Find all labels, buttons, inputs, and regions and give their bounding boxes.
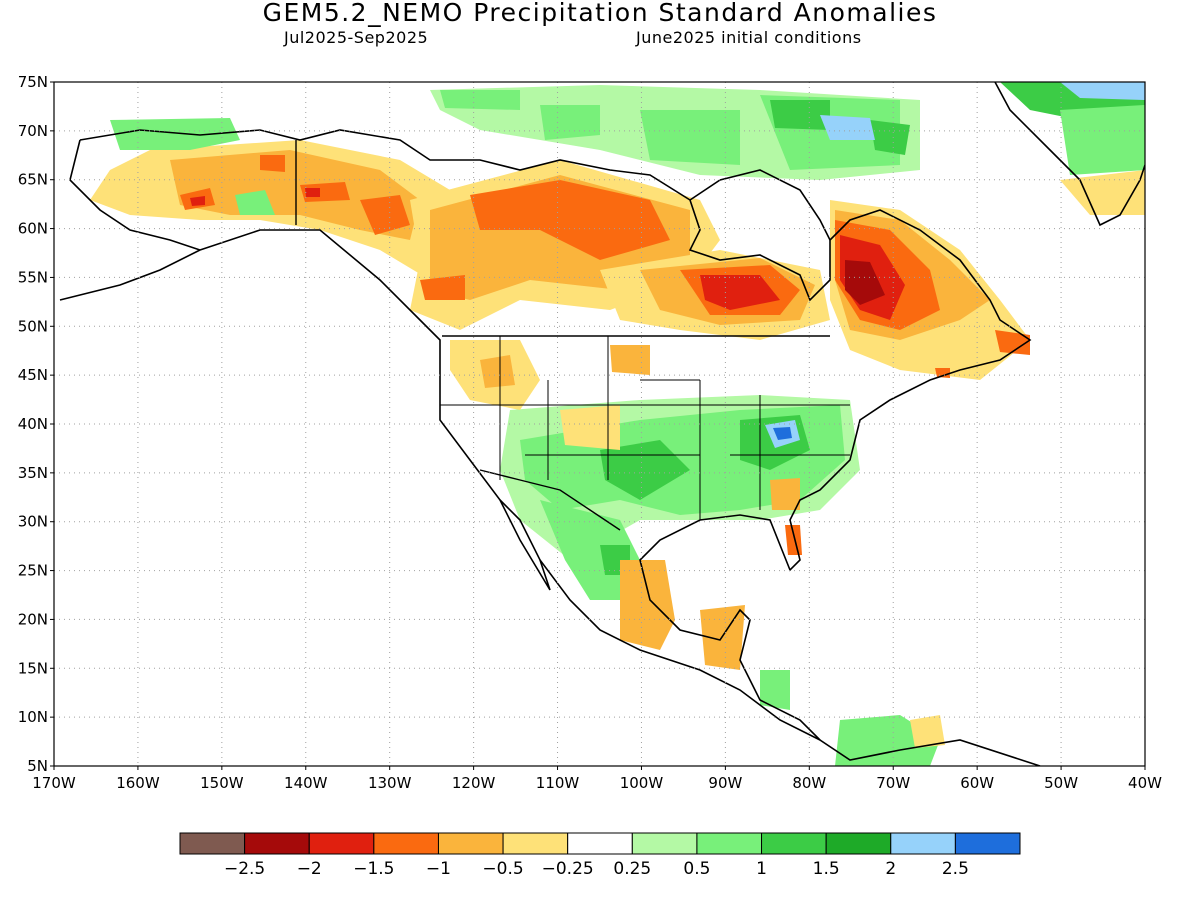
forecast-period: Jul2025-Sep2025 bbox=[284, 28, 429, 47]
ontario-peak-dry bbox=[700, 275, 780, 310]
colorbar-swatch bbox=[373, 832, 439, 855]
graticule bbox=[54, 82, 1145, 766]
colorbar-label: −0.25 bbox=[542, 859, 594, 879]
greenland-very-wet bbox=[1060, 82, 1145, 100]
lon-label: 150W bbox=[200, 774, 244, 792]
colorbar-label: 1 bbox=[756, 859, 767, 879]
alaska-moderate-dry bbox=[170, 150, 420, 240]
colorbar: −2.5 −2 −1.5 −1 −0.5 −0.25 0.25 0.5 1 1.5 2 2.5 bbox=[179, 832, 1021, 879]
lat-label: 65N bbox=[18, 171, 48, 189]
alaska-wet-patch bbox=[110, 118, 275, 215]
greenland-mod-wet bbox=[1060, 105, 1145, 175]
lat-label: 40N bbox=[18, 415, 48, 433]
colorbar-swatch bbox=[631, 832, 698, 855]
colorbar-label: −0.5 bbox=[482, 859, 523, 879]
lat-label: 25N bbox=[18, 562, 48, 580]
us-strong-wet bbox=[600, 415, 810, 500]
initial-conditions: June2025 initial conditions bbox=[636, 28, 862, 47]
maritimes-dry bbox=[935, 330, 1030, 378]
colorbar-label: 0.25 bbox=[613, 859, 651, 879]
colorbar-label: −1 bbox=[426, 859, 451, 879]
mexico-dry bbox=[620, 560, 745, 670]
arctic-strong-wet bbox=[770, 100, 910, 155]
baja-coastline bbox=[499, 499, 551, 591]
us-mexico-border bbox=[479, 469, 621, 531]
colorbar-swatch bbox=[825, 832, 892, 855]
colorbar-swatch bbox=[567, 832, 633, 855]
lat-label: 5N bbox=[27, 757, 48, 775]
colorbar-label: 1.5 bbox=[813, 859, 840, 879]
ohio-valley-extreme-wet bbox=[773, 427, 792, 440]
lat-label: 10N bbox=[18, 708, 48, 726]
lat-label: 50N bbox=[18, 317, 48, 335]
lat-label: 55N bbox=[18, 268, 48, 286]
lat-label: 70N bbox=[18, 122, 48, 140]
lat-label: 75N bbox=[18, 73, 48, 91]
lon-label: 120W bbox=[452, 774, 496, 792]
anomaly-fields bbox=[90, 82, 1145, 766]
lon-label: 170W bbox=[32, 774, 76, 792]
colorbar-swatch bbox=[502, 832, 569, 855]
borders bbox=[295, 140, 850, 531]
lon-label: 110W bbox=[536, 774, 580, 792]
lon-label: 100W bbox=[620, 774, 664, 792]
quebec-extreme-dry bbox=[845, 260, 885, 305]
colorbar-label: 2 bbox=[885, 859, 896, 879]
lon-label: 130W bbox=[368, 774, 412, 792]
arctic-very-wet bbox=[820, 115, 875, 140]
axis-ticks: 75N 70N 65N 60N 55N 50N 45N 40N 35N 30N 25N 20N 15N 1… bbox=[18, 73, 1162, 792]
south-america-dry bbox=[910, 715, 945, 748]
coastlines bbox=[59, 82, 1145, 766]
colorbar-label: −2 bbox=[297, 859, 322, 879]
southeast-dry bbox=[770, 478, 800, 510]
lon-label: 70W bbox=[876, 774, 910, 792]
lon-label: 50W bbox=[1044, 774, 1078, 792]
alaska-strong-dry bbox=[180, 155, 410, 235]
lat-label: 35N bbox=[18, 464, 48, 482]
colorbar-label: 0.5 bbox=[683, 859, 710, 879]
colorbar-swatch bbox=[308, 832, 375, 855]
greenland-coast bbox=[994, 82, 1145, 227]
map-title: GEM5.2_NEMO Precipitation Standard Anoma… bbox=[262, 0, 938, 27]
lon-label: 160W bbox=[116, 774, 160, 792]
colorbar-swatch bbox=[954, 832, 1021, 855]
lat-label: 60N bbox=[18, 220, 48, 238]
colorbar-swatch bbox=[761, 832, 827, 855]
us-state-lines bbox=[440, 336, 850, 520]
lon-label: 60W bbox=[960, 774, 994, 792]
florida-dry bbox=[785, 525, 802, 555]
north-america-coastline bbox=[79, 129, 1041, 766]
colorbar-swatch bbox=[890, 832, 956, 855]
lat-label: 15N bbox=[18, 659, 48, 677]
colorbar-swatch bbox=[437, 832, 504, 855]
lon-label: 140W bbox=[284, 774, 328, 792]
lat-label: 45N bbox=[18, 366, 48, 384]
central-america-wet bbox=[760, 670, 940, 766]
prairies-strong-dry bbox=[420, 180, 670, 300]
us-northern-plains-dry bbox=[480, 345, 650, 388]
colorbar-swatch bbox=[244, 832, 310, 855]
colorbar-label: 2.5 bbox=[942, 859, 969, 879]
colorbar-swatch bbox=[179, 832, 246, 855]
lat-label: 20N bbox=[18, 610, 48, 628]
lon-label: 90W bbox=[708, 774, 742, 792]
lat-label: 30N bbox=[18, 513, 48, 531]
lon-label: 40W bbox=[1128, 774, 1162, 792]
lon-label: 80W bbox=[792, 774, 826, 792]
alaska-peak-dry bbox=[190, 188, 320, 206]
colorbar-label: −1.5 bbox=[353, 859, 394, 879]
colorbar-swatch bbox=[696, 832, 763, 855]
colorbar-label: −2.5 bbox=[224, 859, 265, 879]
